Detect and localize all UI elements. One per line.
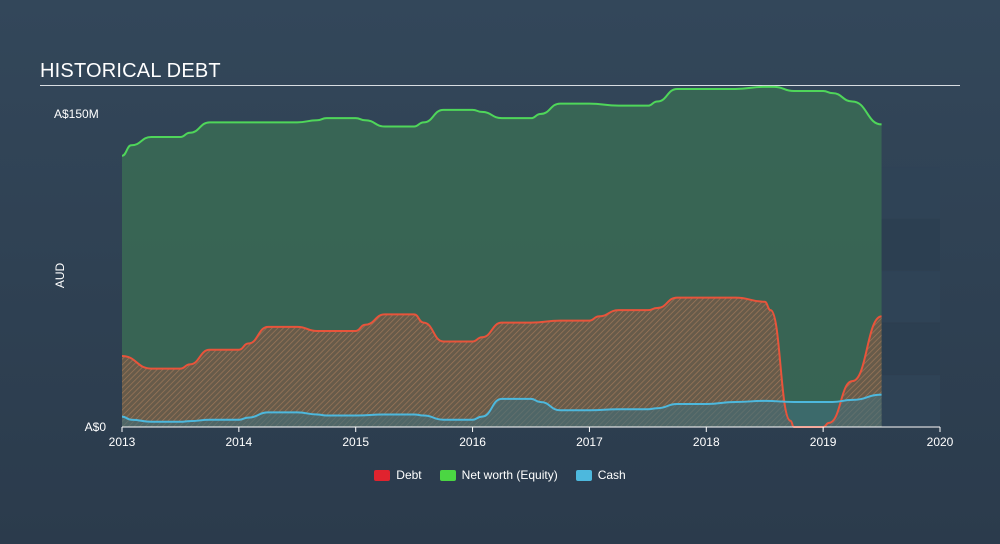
equity-line: [121, 85, 882, 157]
legend-item-cash[interactable]: Cash: [575, 468, 626, 482]
legend-label-cash: Cash: [597, 468, 626, 482]
legend-swatch-equity: [439, 469, 456, 481]
y-tick-label: A$0: [85, 420, 107, 434]
debt-line: [121, 296, 882, 428]
legend-swatch-debt: [374, 469, 391, 481]
legend-item-debt[interactable]: Debt: [374, 468, 422, 482]
cash-line: [121, 393, 882, 423]
legend-label-equity: Net worth (Equity): [461, 468, 558, 482]
x-tick-label: 2017: [576, 435, 603, 449]
legend-label-debt: Debt: [396, 468, 422, 482]
chart-title: HISTORICAL DEBT: [40, 60, 221, 82]
x-tick-label: 2015: [342, 435, 369, 449]
background-band: [881, 323, 940, 375]
debt-area: [122, 297, 882, 427]
background-band: [881, 167, 940, 219]
cash-area: [122, 394, 882, 427]
x-tick-label: 2016: [459, 435, 486, 449]
background-band: [881, 271, 940, 323]
x-tick-label: 2018: [693, 435, 720, 449]
x-tick-label: 2013: [109, 435, 136, 449]
x-tick-label: 2020: [927, 435, 954, 449]
legend-item-equity[interactable]: Net worth (Equity): [439, 468, 558, 482]
chart-legend: Debt Net worth (Equity) Cash: [0, 468, 1000, 482]
y-tick-label: A$150M: [54, 107, 99, 121]
title-divider: [40, 85, 960, 86]
y-axis-label: AUD: [53, 263, 67, 289]
x-tick-label: 2014: [226, 435, 253, 449]
legend-swatch-cash: [575, 469, 592, 481]
background-band: [881, 219, 940, 271]
background-band: [881, 375, 940, 426]
x-tick-label: 2019: [810, 435, 837, 449]
